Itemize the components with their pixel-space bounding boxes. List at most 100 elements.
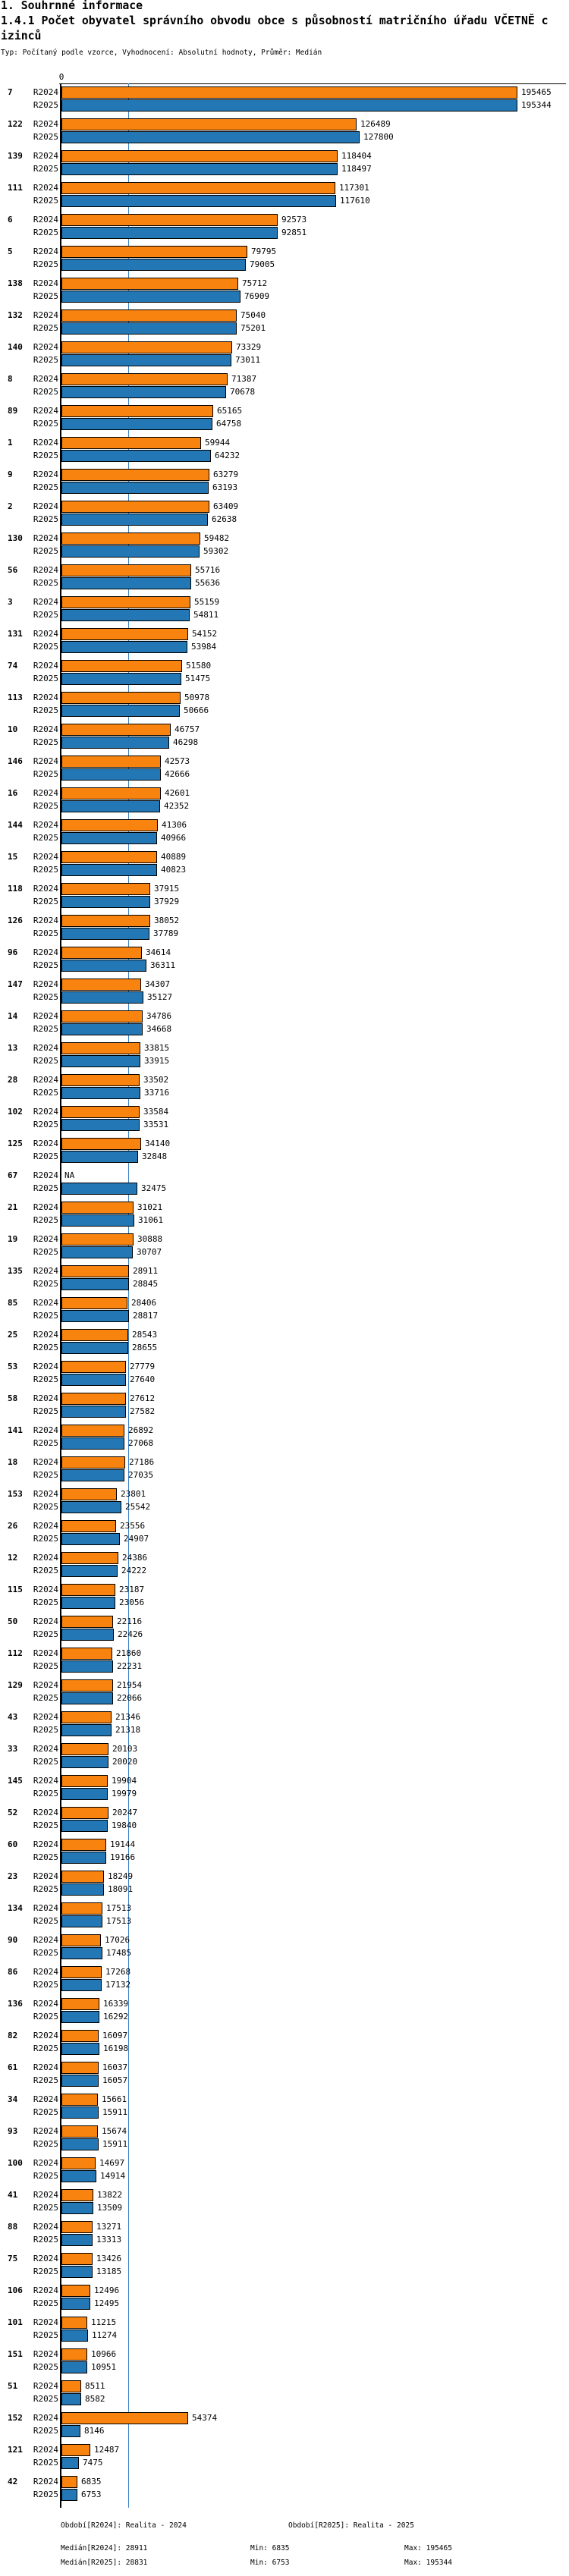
value-label-r2024: 28543 <box>132 1330 158 1340</box>
series-label-r2024: R2024 <box>33 1871 58 1881</box>
value-label-r2024: 20247 <box>112 1808 138 1817</box>
bar-r2025 <box>61 1788 108 1800</box>
series-label-r2025: R2025 <box>33 642 58 652</box>
bar-r2025 <box>61 1469 124 1481</box>
row-id-label: 85 <box>8 1298 18 1308</box>
value-label-r2024: 55159 <box>194 597 220 607</box>
row-id-label: 115 <box>8 1585 23 1594</box>
row-id-label: 129 <box>8 1680 23 1690</box>
value-label-r2024: 38052 <box>154 916 180 925</box>
series-label-r2025: R2025 <box>33 865 58 875</box>
row-id-label: 6 <box>8 215 13 225</box>
value-label-r2024: 19144 <box>110 1839 136 1849</box>
series-label-r2024: R2024 <box>33 1393 58 1403</box>
table-row: 1 R2024 59944 R2025 64232 <box>0 437 569 469</box>
bar-r2025 <box>61 1629 114 1641</box>
row-id-label: 112 <box>8 1648 23 1658</box>
series-label-r2025: R2025 <box>33 897 58 906</box>
value-label-r2025: 25542 <box>125 1502 151 1512</box>
row-id-label: 93 <box>8 2126 18 2136</box>
value-label-r2024: 42573 <box>165 756 190 766</box>
row-id-label: 131 <box>8 629 23 639</box>
row-id-label: 60 <box>8 1839 18 1849</box>
series-label-r2025: R2025 <box>33 1629 58 1639</box>
value-label-r2024: 12487 <box>94 2445 120 2455</box>
table-row: 86 R2024 17268 R2025 17132 <box>0 1966 569 1998</box>
table-row: 131 R2024 54152 R2025 53984 <box>0 628 569 660</box>
bar-r2025 <box>61 673 181 685</box>
series-label-r2025: R2025 <box>33 451 58 460</box>
bar-r2025 <box>61 131 360 143</box>
series-label-r2025: R2025 <box>33 355 58 365</box>
series-label-r2024: R2024 <box>33 2190 58 2200</box>
table-row: 60 R2024 19144 R2025 19166 <box>0 1839 569 1871</box>
row-id-label: 111 <box>8 183 23 193</box>
value-label-r2025: 31061 <box>138 1215 164 1225</box>
bar-r2025 <box>61 545 200 558</box>
series-label-r2024: R2024 <box>33 1808 58 1817</box>
table-row: 151 R2024 10966 R2025 10951 <box>0 2348 569 2380</box>
value-label-r2025: 32475 <box>141 1183 167 1193</box>
series-label-r2025: R2025 <box>33 1056 58 1066</box>
value-label-r2025: 42352 <box>164 801 190 811</box>
value-label-r2025: 54811 <box>193 610 219 620</box>
section-title: 1. Souhrnné informace <box>1 0 143 12</box>
table-row: 18 R2024 27186 R2025 27035 <box>0 1456 569 1488</box>
bar-r2025 <box>61 1660 113 1673</box>
bar-r2024 <box>61 724 171 736</box>
bar-r2024 <box>61 979 141 991</box>
bar-r2025 <box>61 1342 128 1354</box>
bar-r2024 <box>61 246 247 258</box>
table-row: 6 R2024 92573 R2025 92851 <box>0 214 569 246</box>
footer-max-r2024: Max: 195465 <box>404 2544 452 2552</box>
bar-r2025 <box>61 2075 99 2087</box>
value-label-r2025: 40823 <box>161 865 187 875</box>
bar-r2025 <box>61 386 226 398</box>
row-id-label: 74 <box>8 661 18 671</box>
bar-r2025 <box>61 1724 112 1736</box>
value-label-r2024: 42601 <box>165 788 190 798</box>
table-row: 102 R2024 33584 R2025 33531 <box>0 1106 569 1138</box>
series-label-r2025: R2025 <box>33 2426 58 2436</box>
value-label-r2025: 64758 <box>216 419 242 429</box>
series-label-r2025: R2025 <box>33 737 58 747</box>
series-label-r2025: R2025 <box>33 769 58 779</box>
table-row: 67 R2024 NA R2025 32475 <box>0 1170 569 1202</box>
value-label-r2025: 33915 <box>144 1056 170 1066</box>
value-label-r2024: 126489 <box>360 119 391 129</box>
series-label-r2024: R2024 <box>33 2445 58 2455</box>
table-row: 34 R2024 15661 R2025 15911 <box>0 2094 569 2125</box>
row-id-label: 136 <box>8 1999 23 2009</box>
bar-r2024 <box>61 1648 112 1660</box>
series-label-r2025: R2025 <box>33 2107 58 2117</box>
table-row: 8 R2024 71387 R2025 70678 <box>0 373 569 405</box>
row-id-label: 126 <box>8 916 23 925</box>
value-label-r2025: 19979 <box>112 1789 137 1798</box>
row-id-label: 50 <box>8 1616 18 1626</box>
bar-r2024 <box>61 1679 113 1692</box>
bar-r2024 <box>61 373 228 385</box>
table-row: 129 R2024 21954 R2025 22066 <box>0 1679 569 1711</box>
bar-r2024 <box>61 1616 113 1628</box>
bar-r2024 <box>61 1202 134 1214</box>
series-label-r2025: R2025 <box>33 482 58 492</box>
value-label-r2024: 37915 <box>154 884 180 894</box>
bar-r2025 <box>61 2489 77 2501</box>
bar-r2024 <box>61 692 181 704</box>
row-id-label: 1 <box>8 438 13 448</box>
value-label-r2025: 51475 <box>185 674 211 683</box>
series-label-r2025: R2025 <box>33 1183 58 1193</box>
value-label-r2025: 33716 <box>144 1088 170 1098</box>
bar-r2025 <box>61 1947 102 1959</box>
value-label-r2025: 28845 <box>133 1279 159 1289</box>
value-label-r2025: 22426 <box>118 1629 143 1639</box>
bar-r2024 <box>61 469 209 481</box>
value-label-r2024: 27779 <box>130 1362 156 1371</box>
series-label-r2024: R2024 <box>33 565 58 575</box>
table-row: 7 R2024 195465 R2025 195344 <box>0 86 569 118</box>
bar-r2024 <box>61 1361 126 1373</box>
row-id-label: 15 <box>8 852 18 862</box>
series-label-r2025: R2025 <box>33 2330 58 2340</box>
series-label-r2024: R2024 <box>33 1999 58 2009</box>
bar-r2024 <box>61 1074 140 1086</box>
